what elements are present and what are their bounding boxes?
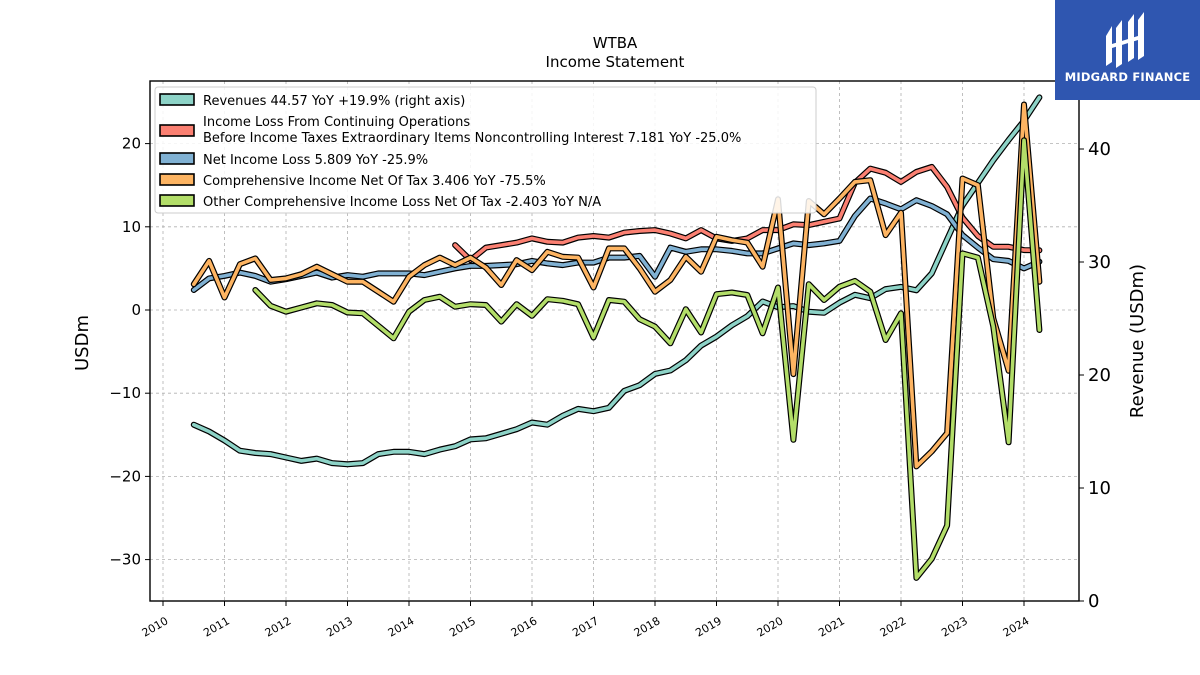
series-line — [192, 95, 1042, 467]
legend-label: Income Loss From Continuing Operations — [203, 115, 470, 130]
series-line — [253, 138, 1042, 580]
y-tick-label: 10 — [122, 218, 141, 236]
x-tick-label: 2016 — [509, 614, 540, 639]
logo-mark-icon — [1106, 12, 1144, 68]
left-axis: 20 10 0 −10 −20 −30 — [109, 135, 150, 569]
x-tick-label: 2013 — [324, 614, 355, 639]
legend-swatch — [159, 124, 195, 137]
x-tick-label: 2015 — [447, 614, 478, 639]
legend-swatch — [159, 194, 195, 207]
y-tick-label: 0 — [131, 301, 141, 319]
y2-tick-label: 0 — [1088, 591, 1099, 612]
series-line — [192, 102, 1042, 469]
x-axis: 2010 2011 2012 2013 2014 2015 2016 2017 2018 2019… — [140, 601, 1032, 640]
y2-tick-label: 20 — [1088, 365, 1111, 386]
chart-title: WTBA — [593, 34, 638, 52]
midgard-finance-logo: MIDGARD FINANCE — [1055, 0, 1200, 100]
y-axis-label: USDm — [72, 315, 93, 371]
plot-frame — [149, 80, 1080, 602]
legend: Revenues 44.57 YoY +19.9% (right axis) In… — [154, 86, 817, 214]
y-tick-label: −10 — [109, 384, 141, 402]
x-tick-label: 2012 — [263, 614, 294, 639]
legend-box — [154, 86, 817, 214]
y2-axis-label: Revenue (USDm) — [1127, 264, 1148, 418]
x-tick-label: 2022 — [878, 614, 909, 639]
legend-swatch — [159, 93, 195, 106]
legend-label: Net Income Loss 5.809 YoY -25.9% — [203, 153, 428, 168]
y-tick-label: 20 — [122, 135, 141, 153]
x-tick-label: 2019 — [693, 614, 724, 639]
x-tick-label: 2020 — [755, 614, 786, 639]
legend-swatch — [159, 173, 195, 186]
x-tick-label: 2023 — [939, 614, 970, 639]
legend-label: Revenues 44.57 YoY +19.9% (right axis) — [203, 94, 465, 109]
legend-label: Comprehensive Income Net Of Tax 3.406 Yo… — [203, 174, 546, 189]
legend-label: Other Comprehensive Income Loss Net Of T… — [203, 195, 601, 210]
chart-subtitle: Income Statement — [546, 53, 685, 71]
right-axis: 40 30 20 10 0 — [1079, 139, 1111, 612]
y2-tick-label: 40 — [1088, 139, 1111, 160]
x-tick-label: 2021 — [816, 614, 847, 639]
legend-swatch — [159, 152, 195, 165]
series-line — [453, 165, 1042, 262]
x-tick-label: 2018 — [632, 614, 663, 639]
y-tick-label: −30 — [109, 551, 141, 569]
series-layer — [190, 94, 1043, 581]
x-tick-label: 2017 — [570, 614, 601, 639]
x-tick-label: 2011 — [201, 614, 232, 639]
legend-label: Before Income Taxes Extraordinary Items … — [203, 131, 741, 146]
x-tick-label: 2010 — [140, 614, 171, 639]
x-tick-label: 2024 — [1001, 614, 1032, 639]
y2-tick-label: 10 — [1088, 478, 1111, 499]
y2-tick-label: 30 — [1088, 252, 1111, 273]
x-tick-label: 2014 — [386, 614, 417, 639]
y-tick-label: −20 — [109, 467, 141, 485]
logo-text: MIDGARD FINANCE — [1064, 70, 1191, 84]
